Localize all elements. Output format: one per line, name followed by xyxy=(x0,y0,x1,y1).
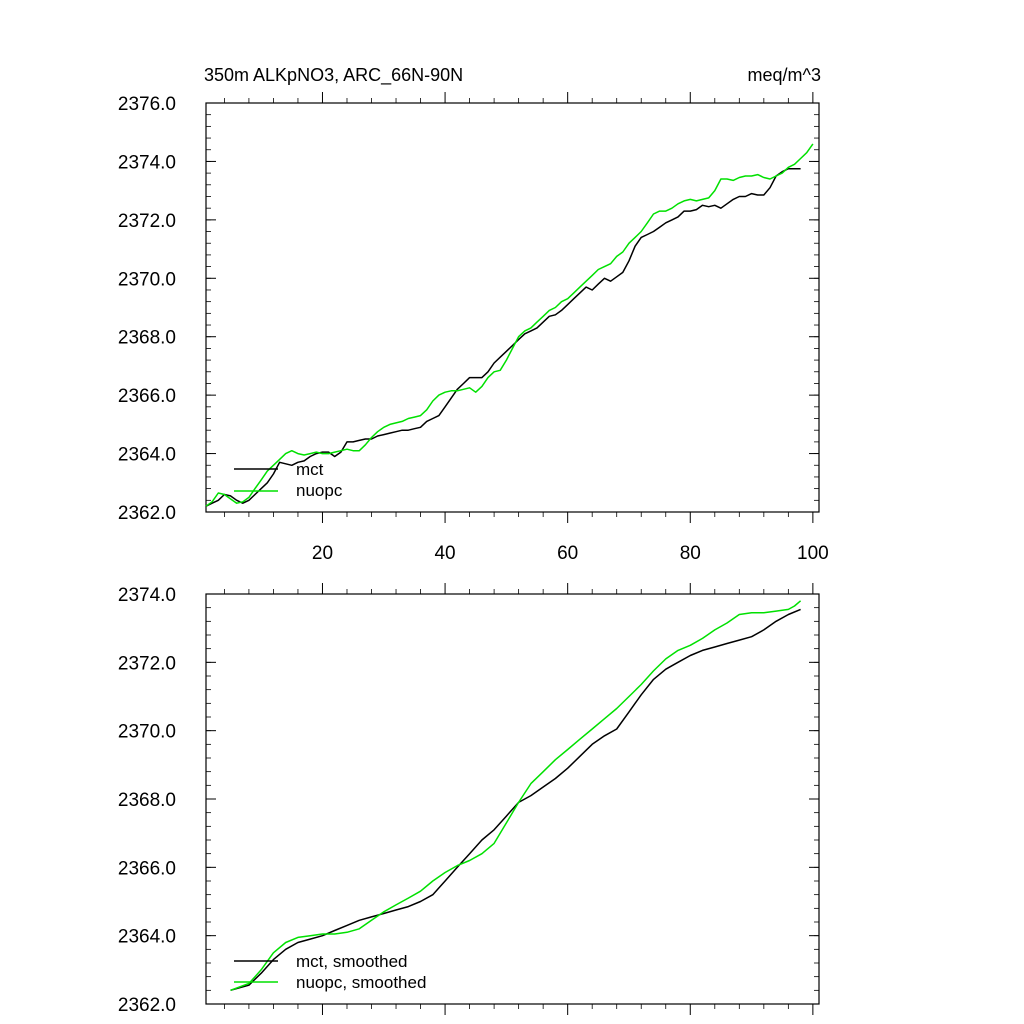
legend-label-nuopc-smoothed: nuopc, smoothed xyxy=(296,973,426,992)
legend-label-mct: mct xyxy=(296,460,324,479)
top-y-tick-label: 2370.0 xyxy=(118,269,176,290)
top-x-tick-label: 80 xyxy=(680,543,701,564)
top-panel: 2362.0 2364.0 2366.0 2368.0 2370.0 2372.0 2374… xyxy=(118,92,829,564)
series-line-mct xyxy=(205,167,801,507)
bottom-y-tick-label: 2372.0 xyxy=(118,653,176,674)
chart-title: 350m ALKpNO3, ARC_66N-90N xyxy=(204,65,463,86)
top-tick-labels: 2362.0 2364.0 2366.0 2368.0 2370.0 2372.0 2374… xyxy=(118,94,829,564)
series-line-nuopc-smoothed xyxy=(230,600,802,992)
top-series-lines xyxy=(205,143,814,507)
top-legend: mct nuopc xyxy=(234,460,343,500)
top-y-tick-label: 2366.0 xyxy=(118,386,176,407)
bottom-panel: 2362.0 2364.0 2366.0 2368.0 2370.0 2372.0 2374… xyxy=(118,583,820,1016)
bottom-legend: mct, smoothed nuopc, smoothed xyxy=(234,952,426,992)
legend-label-nuopc: nuopc xyxy=(296,481,343,500)
bottom-y-tick-label: 2366.0 xyxy=(118,858,176,879)
top-ticks xyxy=(206,92,819,523)
bottom-y-tick-label: 2364.0 xyxy=(118,927,176,948)
units-label: meq/m^3 xyxy=(748,65,821,85)
bottom-y-tick-label: 2362.0 xyxy=(118,995,176,1016)
top-y-tick-label: 2374.0 xyxy=(118,152,176,173)
top-y-tick-label: 2376.0 xyxy=(118,94,176,115)
bottom-tick-labels: 2362.0 2364.0 2366.0 2368.0 2370.0 2372.0 2374… xyxy=(118,585,176,1016)
bottom-y-tick-label: 2368.0 xyxy=(118,790,176,811)
bottom-y-tick-label: 2370.0 xyxy=(118,722,176,743)
bottom-series-lines xyxy=(230,600,802,992)
top-x-tick-label: 60 xyxy=(557,543,578,564)
top-x-tick-label: 20 xyxy=(312,543,333,564)
top-y-tick-label: 2362.0 xyxy=(118,503,176,524)
bottom-y-tick-label: 2374.0 xyxy=(118,585,176,606)
top-plot-frame xyxy=(205,102,820,513)
legend-label-mct-smoothed: mct, smoothed xyxy=(296,952,408,971)
top-y-tick-label: 2372.0 xyxy=(118,211,176,232)
top-x-tick-label: 40 xyxy=(434,543,455,564)
top-y-tick-label: 2364.0 xyxy=(118,445,176,466)
top-y-tick-label: 2368.0 xyxy=(118,328,176,349)
series-line-nuopc xyxy=(205,143,814,507)
bottom-ticks xyxy=(206,583,819,1015)
top-x-tick-label: 100 xyxy=(797,543,829,564)
